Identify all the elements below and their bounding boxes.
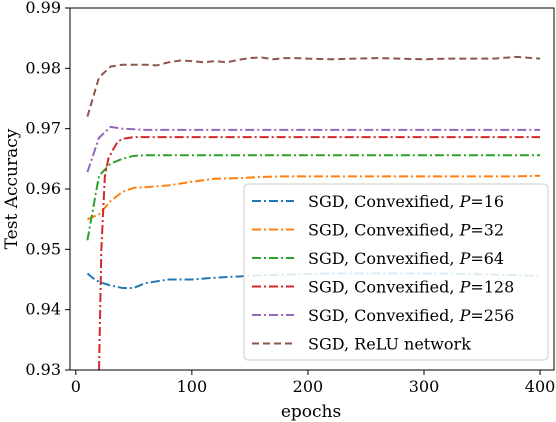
x-axis-label: epochs [281, 402, 341, 422]
series-line-2 [86, 154, 541, 241]
legend-label-3: SGD, Convexified, P=128 [308, 278, 514, 297]
legend-box [243, 183, 549, 361]
y-tick-label: 0.99 [25, 0, 61, 17]
x-axis-ticks: 0 100 200 300 400 [71, 370, 556, 396]
y-tick-label: 0.95 [25, 239, 61, 258]
legend-label-2: SGD, Convexified, P=64 [308, 249, 504, 268]
legend-label-4: SGD, Convexified, P=256 [308, 306, 514, 325]
legend-label-5: SGD, ReLU network [308, 335, 471, 354]
y-axis-ticks: 0.93 0.94 0.95 0.96 0.97 0.98 0.99 [25, 0, 70, 379]
y-tick-label: 0.97 [25, 119, 61, 138]
series-line-1 [87, 174, 541, 221]
x-tick-label: 0 [71, 377, 81, 396]
legend: SGD, Convexified, P=16 SGD, Convexified, … [243, 183, 549, 361]
y-axis-label: Test Accuracy [2, 128, 22, 249]
legend-items: SGD, Convexified, P=16 SGD, Convexified, … [252, 192, 514, 354]
series-layer [86, 55, 541, 370]
legend-label-1: SGD, Convexified, P=32 [308, 221, 504, 240]
x-tick-label: 300 [409, 377, 440, 396]
series-line-3 [98, 136, 541, 370]
y-tick-label: 0.98 [25, 58, 61, 77]
series-line-5 [86, 55, 541, 117]
x-tick-label: 100 [177, 377, 208, 396]
y-tick-label: 0.96 [25, 179, 61, 198]
x-tick-label: 200 [293, 377, 324, 396]
legend-label-0: SGD, Convexified, P=16 [308, 192, 504, 211]
series-line-4 [86, 125, 541, 173]
y-tick-label: 0.94 [25, 300, 61, 319]
x-tick-label: 400 [525, 377, 556, 396]
y-tick-label: 0.93 [25, 360, 61, 379]
